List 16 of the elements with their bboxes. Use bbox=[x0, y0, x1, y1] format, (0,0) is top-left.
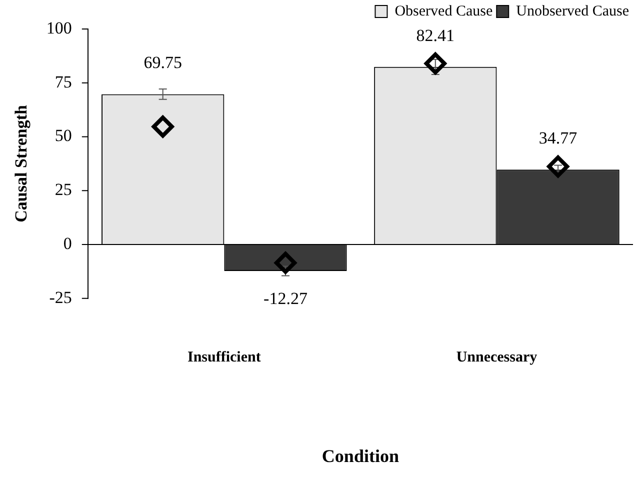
x-axis-title: Condition bbox=[322, 446, 399, 466]
y-tick-label: 75 bbox=[54, 72, 72, 92]
legend-label: Observed Cause bbox=[394, 3, 493, 20]
y-axis-title: Causal Strength bbox=[12, 104, 31, 222]
y-tick-label: -25 bbox=[49, 288, 72, 307]
y-tick-label: 25 bbox=[54, 180, 72, 200]
x-tick-label: Unnecessary bbox=[456, 349, 538, 366]
y-tick-label: 50 bbox=[54, 126, 72, 146]
y-tick-label: 0 bbox=[63, 234, 72, 253]
legend-label: Unobserved Cause bbox=[516, 3, 630, 20]
data-label: 69.75 bbox=[144, 53, 182, 72]
data-label: 82.41 bbox=[416, 26, 455, 45]
y-tick-label: 100 bbox=[46, 18, 72, 38]
x-tick-label: Insufficient bbox=[188, 349, 261, 366]
data-label: 34.77 bbox=[538, 128, 578, 148]
data-label: -12.27 bbox=[264, 288, 308, 308]
